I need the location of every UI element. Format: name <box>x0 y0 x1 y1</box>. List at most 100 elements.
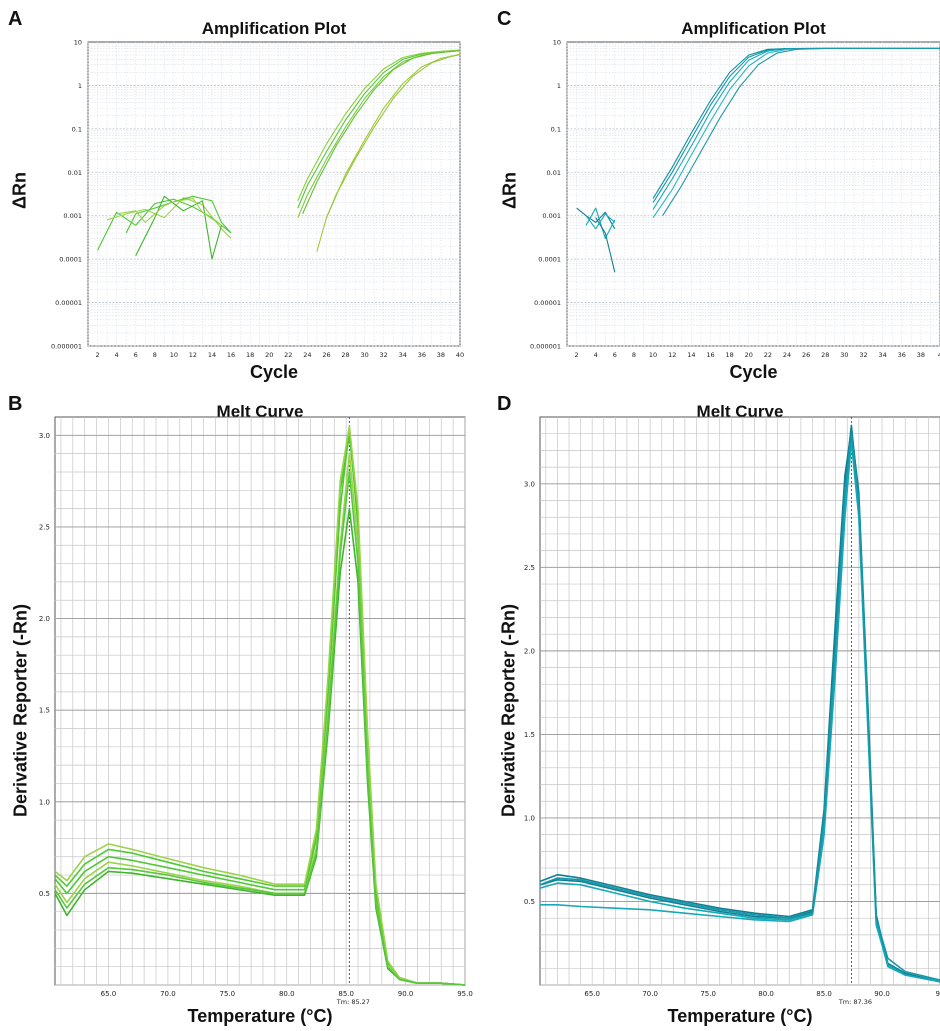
x-tick-label: 6 <box>134 351 138 359</box>
x-tick-label: 85.0 <box>338 990 354 998</box>
x-tick-label: 16 <box>227 351 235 359</box>
x-tick-label: 22 <box>764 351 772 359</box>
y-tick-label: 0.00001 <box>534 299 561 307</box>
x-tick-label: 24 <box>303 351 311 359</box>
x-tick-label: 85.0 <box>816 990 832 998</box>
series-line <box>325 54 461 218</box>
x-tick-label: 8 <box>153 351 157 359</box>
y-tick-label: 0.001 <box>542 212 561 220</box>
y-tick-label: 0.5 <box>524 898 535 906</box>
x-tick-label: 14 <box>687 351 695 359</box>
y-tick-label: 0.5 <box>39 890 50 898</box>
x-tick-label: 32 <box>380 351 388 359</box>
x-tick-label: 80.0 <box>758 990 774 998</box>
y-tick-label: 0.0001 <box>538 256 561 264</box>
y-tick-label: 2.5 <box>524 564 535 572</box>
y-tick-label: 1 <box>78 82 82 90</box>
chart-title-d: Melt Curve <box>696 402 784 421</box>
y-tick-label: 0.01 <box>68 169 82 177</box>
y-tick-label: 1.5 <box>524 731 535 739</box>
x-tick-label: 38 <box>917 351 925 359</box>
x-tick-label: 24 <box>783 351 791 359</box>
y-tick-label: 0.000001 <box>530 343 561 351</box>
panel-letter-a: A <box>8 8 23 30</box>
panel-letter-d: D <box>497 393 512 415</box>
x-tick-label: 70.0 <box>642 990 658 998</box>
series-line <box>135 195 223 260</box>
x-tick-label: 34 <box>399 351 407 359</box>
x-tick-label: 38 <box>437 351 445 359</box>
tm-label: Tm: 85.27 <box>336 998 370 1006</box>
series-line <box>54 471 466 986</box>
y-tick-label: 1.0 <box>39 798 50 806</box>
y-tick-label: 2.5 <box>39 523 50 531</box>
x-tick-label: 90.0 <box>398 990 414 998</box>
x-tick-label: 75.0 <box>700 990 716 998</box>
y-tick-label: 1.0 <box>524 814 535 822</box>
series-line <box>585 207 616 239</box>
plot-frame <box>566 41 940 347</box>
x-tick-label: 32 <box>859 351 867 359</box>
x-tick-label: 2 <box>574 351 578 359</box>
series-line <box>297 49 461 202</box>
x-tick-label: 18 <box>725 351 733 359</box>
x-tick-label: 10 <box>170 351 178 359</box>
x-tick-label: 90.0 <box>874 990 890 998</box>
x-tick-label: 30 <box>840 351 848 359</box>
y-tick-label: 0.001 <box>63 212 82 220</box>
series-line <box>595 217 616 273</box>
series-line <box>585 213 616 230</box>
x-tick-label: 10 <box>649 351 657 359</box>
grid <box>566 42 940 347</box>
x-tick-label: 12 <box>668 351 676 359</box>
x-tick-label: 18 <box>246 351 254 359</box>
x-tick-label: 70.0 <box>160 990 176 998</box>
x-tick-label: 2 <box>95 351 99 359</box>
x-axis-label-a: Cycle <box>249 362 299 382</box>
tm-label: Tm: 87.36 <box>838 998 872 1006</box>
x-axis-label-c: Cycle <box>729 362 778 382</box>
x-tick-label: 4 <box>594 351 598 359</box>
x-tick-label: 28 <box>821 351 829 359</box>
x-tick-label: 65.0 <box>584 990 600 998</box>
x-tick-label: 16 <box>706 351 714 359</box>
y-tick-label: 1.5 <box>39 707 50 715</box>
grid <box>55 417 466 986</box>
x-tick-label: 65.0 <box>101 990 117 998</box>
y-tick-label: 0.01 <box>547 169 561 177</box>
x-tick-label: 26 <box>802 351 810 359</box>
x-tick-label: 6 <box>613 351 617 359</box>
x-tick-label: 36 <box>898 351 906 359</box>
chart-title-c: Amplification Plot <box>681 19 826 38</box>
x-tick-label: 12 <box>189 351 197 359</box>
x-tick-label: 75.0 <box>220 990 236 998</box>
y-tick-label: 10 <box>553 39 561 47</box>
x-tick-label: 4 <box>938 351 940 359</box>
series-line <box>97 198 232 251</box>
y-tick-label: 0.1 <box>551 125 561 133</box>
chart-title-b: Melt Curve <box>216 402 304 421</box>
panel-letter-c: C <box>497 8 512 30</box>
x-tick-label: 95.0 <box>457 990 473 998</box>
x-axis-label-d: Temperature (°C) <box>667 1006 813 1026</box>
series-line <box>116 197 222 226</box>
x-tick-label: 4 <box>115 351 119 359</box>
x-tick-label: 22 <box>284 351 292 359</box>
x-tick-label: 20 <box>265 351 273 359</box>
series-line <box>302 50 461 215</box>
series-line <box>54 425 466 986</box>
panel-letter-b: B <box>8 393 23 415</box>
y-tick-label: 1 <box>557 82 561 90</box>
x-tick-label: 14 <box>208 351 216 359</box>
x-tick-label: 40 <box>456 351 464 359</box>
y-tick-label: 2.0 <box>39 615 50 623</box>
grid <box>540 417 940 986</box>
y-tick-label: 0.1 <box>72 125 82 133</box>
x-tick-label: 34 <box>878 351 886 359</box>
x-tick-label: 26 <box>322 351 330 359</box>
series-line <box>106 197 232 239</box>
